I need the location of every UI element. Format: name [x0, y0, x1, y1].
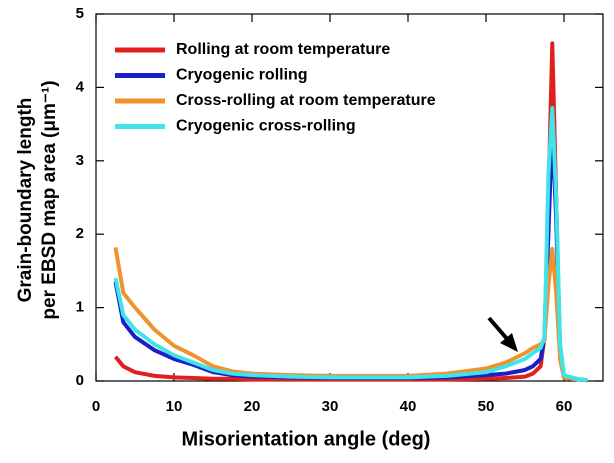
- x-tick-label: 30: [322, 398, 339, 415]
- y-axis-label: per EBSD map area (μm⁻¹): [39, 80, 60, 319]
- y-tick-label: 2: [76, 225, 84, 242]
- y-tick-label: 3: [76, 152, 84, 169]
- x-tick-label: 0: [92, 398, 100, 415]
- legend-label: Cryogenic cross-rolling: [176, 118, 356, 135]
- arrow: [487, 316, 518, 352]
- plot-frame: [95, 13, 604, 382]
- legend-label: Rolling at room temperature: [176, 41, 390, 58]
- x-tick-label: 60: [556, 398, 573, 415]
- series-line: [113, 122, 588, 383]
- x-tick-label: 20: [244, 398, 261, 415]
- y-tick-label: 0: [76, 372, 84, 389]
- legend-label: Cross-rolling at room temperature: [176, 92, 436, 109]
- x-axis-label: Misorientation angle (deg): [182, 428, 431, 450]
- series-line: [113, 105, 588, 383]
- x-tick-label: 10: [166, 398, 183, 415]
- y-tick-label: 5: [76, 5, 84, 22]
- y-tick-label: 1: [76, 299, 84, 316]
- x-tick-label: 50: [478, 398, 495, 415]
- y-axis-label: Grain-boundary length: [15, 98, 36, 303]
- legend-label: Cryogenic rolling: [176, 67, 308, 84]
- x-tick-label: 40: [400, 398, 417, 415]
- y-tick-label: 4: [76, 78, 85, 95]
